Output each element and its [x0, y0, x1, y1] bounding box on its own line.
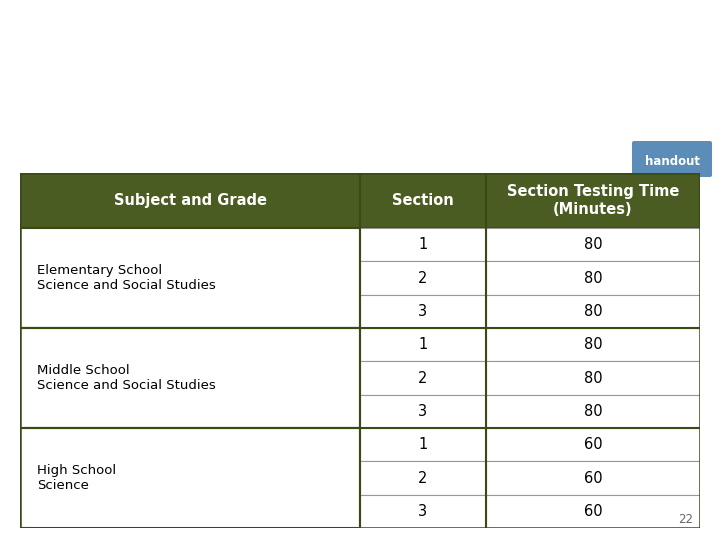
Text: Section Testing Times: Section Testing Times [181, 92, 539, 120]
Bar [20, 428, 360, 528]
Text: Section: Section [392, 193, 454, 208]
Text: 1: 1 [418, 437, 428, 452]
Bar [486, 395, 700, 428]
Bar [486, 261, 700, 295]
Bar [486, 428, 700, 461]
Text: 80: 80 [584, 337, 602, 352]
Bar [486, 361, 700, 395]
Bar [360, 361, 486, 395]
Bar [20, 228, 360, 328]
Text: Science and Social Studies: Science and Social Studies [140, 30, 580, 58]
Bar [486, 461, 700, 495]
Bar [360, 495, 486, 528]
Text: Middle School
Science and Social Studies: Middle School Science and Social Studies [37, 364, 216, 392]
Bar [360, 228, 486, 261]
Bar [360, 261, 486, 295]
Bar [360, 328, 486, 361]
Bar [360, 428, 486, 461]
Bar [20, 328, 360, 428]
Text: 60: 60 [584, 470, 602, 485]
Bar [360, 295, 486, 328]
Bar [486, 295, 700, 328]
Text: 1: 1 [418, 237, 428, 252]
Bar [360, 461, 486, 495]
Bar [20, 173, 700, 228]
Text: 3: 3 [418, 304, 428, 319]
Text: 22: 22 [678, 513, 693, 526]
Text: 80: 80 [584, 304, 602, 319]
Text: 80: 80 [584, 271, 602, 286]
Text: 80: 80 [584, 370, 602, 386]
Text: 60: 60 [584, 504, 602, 519]
Bar [360, 395, 486, 428]
Text: 1: 1 [418, 337, 428, 352]
Text: handout: handout [644, 155, 700, 168]
Bar [486, 328, 700, 361]
Text: 3: 3 [418, 504, 428, 519]
Text: High School
Science: High School Science [37, 464, 116, 492]
Text: Subject and Grade: Subject and Grade [114, 193, 266, 208]
Bar [486, 228, 700, 261]
Text: 2: 2 [418, 470, 428, 485]
Text: 80: 80 [584, 237, 602, 252]
Text: 3: 3 [418, 404, 428, 419]
Text: Elementary School
Science and Social Studies: Elementary School Science and Social Stu… [37, 264, 216, 292]
Text: 2: 2 [418, 370, 428, 386]
Text: 2: 2 [418, 271, 428, 286]
Text: Section Testing Time
(Minutes): Section Testing Time (Minutes) [507, 184, 679, 217]
Text: 80: 80 [584, 404, 602, 419]
Bar [486, 495, 700, 528]
FancyBboxPatch shape [632, 141, 712, 177]
Text: 60: 60 [584, 437, 602, 452]
